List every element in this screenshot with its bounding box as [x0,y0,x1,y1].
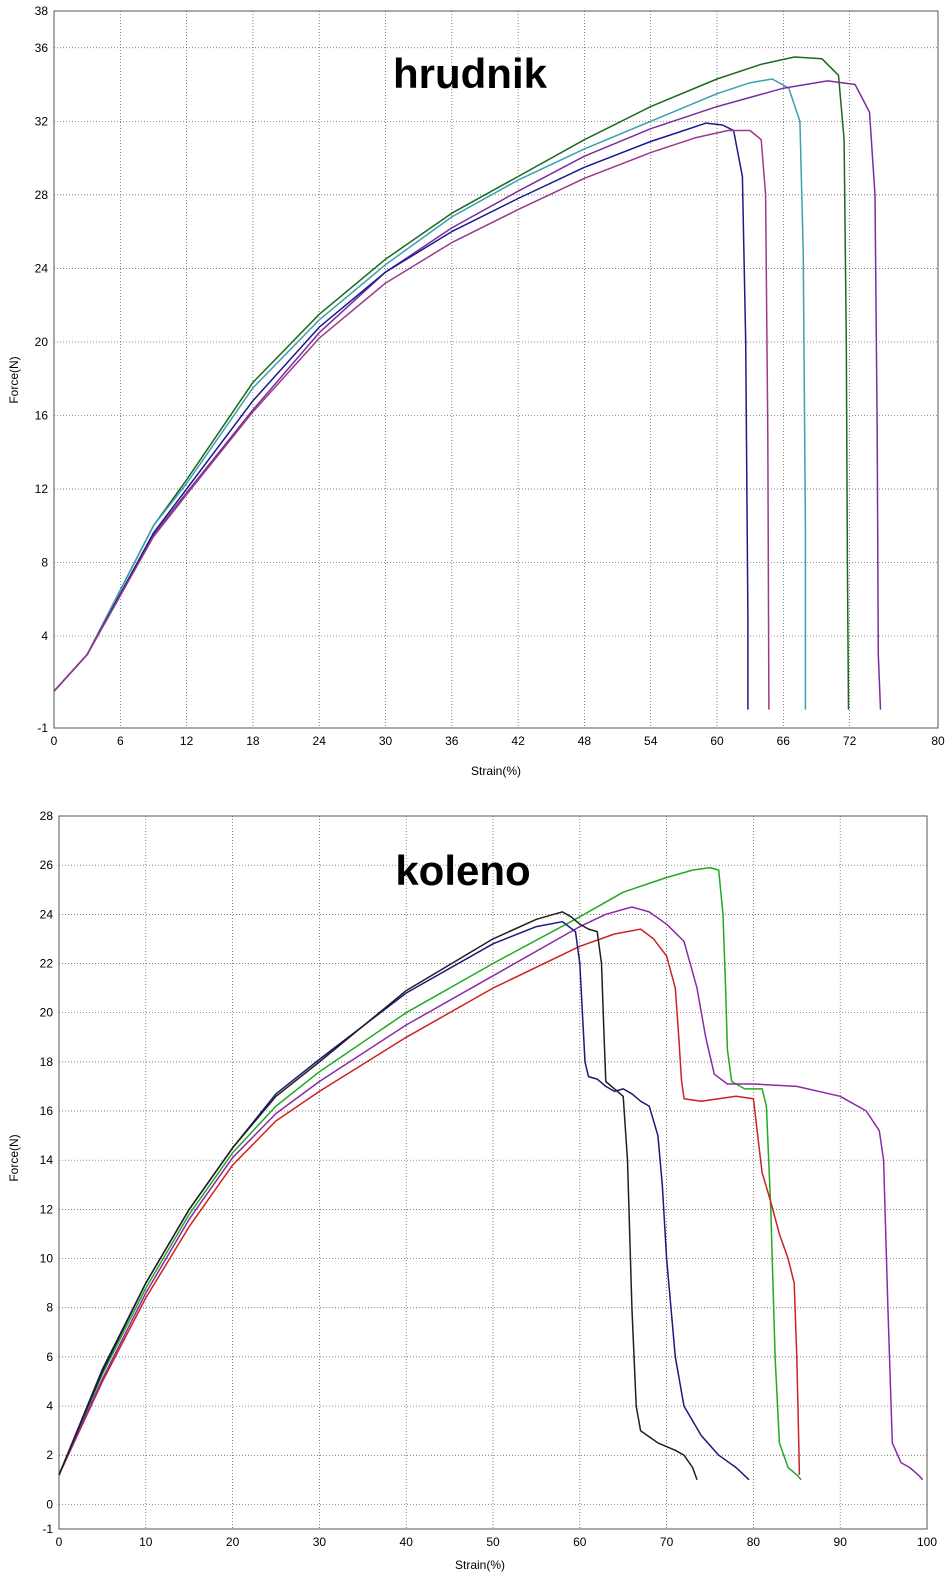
y-tick-label: 32 [35,114,49,128]
x-tick-label: 0 [51,734,58,748]
y-tick-label: 22 [40,957,54,971]
y-tick-label: 24 [40,907,54,921]
y-tick-label: 2 [46,1448,53,1462]
x-axis-label-hrudnik: Strain(%) [471,764,521,778]
x-tick-label: 30 [379,734,393,748]
chart-koleno: 0 10 20 30 40 50 60 70 80 90 100 -1024681012141618… [7,809,938,1572]
y-tick-label: 20 [35,335,49,349]
y-ticks-hrudnik: -1 4 8 12 16 20 24 28 32 36 38 [35,4,49,735]
y-tick-label: 12 [40,1202,54,1216]
x-tick-label: 6 [117,734,124,748]
y-tick-label: 14 [40,1153,54,1167]
x-tick-label: 50 [486,1535,500,1549]
x-tick-label: 80 [931,734,945,748]
series-line-koleno-5 [58,911,698,1481]
x-ticks-koleno: 0 10 20 30 40 50 60 70 80 90 100 [56,1535,938,1549]
x-tick-label: 60 [710,734,724,748]
x-tick-label: 48 [578,734,592,748]
x-tick-label: 54 [644,734,658,748]
x-tick-label: 42 [511,734,525,748]
y-tick-label: 18 [40,1055,54,1069]
x-tick-label: 70 [660,1535,674,1549]
y-tick-label: 26 [40,858,54,872]
chart-title-koleno: koleno [395,847,530,894]
y-axis-label-koleno: Force(N) [7,1134,21,1181]
series-group-hrudnik [53,56,882,710]
x-tick-label: 24 [313,734,327,748]
x-tick-label: 36 [445,734,459,748]
y-tick-label: 0 [46,1497,53,1511]
y-tick-label: 24 [35,261,49,275]
y-tick-label: -1 [37,721,48,735]
y-tick-label: 8 [46,1301,53,1315]
grid-hrudnik [54,11,938,728]
x-tick-label: 90 [834,1535,848,1549]
chart-hrudnik: 0 6 12 18 24 30 36 42 48 54 60 66 72 80 -148121620242… [7,4,945,778]
y-tick-label: 28 [40,809,54,823]
y-tick-label: 16 [40,1104,54,1118]
y-tick-label: 12 [35,482,49,496]
series-line-hrudnik-2 [53,78,807,710]
series-line-hrudnik-3 [53,80,882,710]
x-tick-label: 20 [226,1535,240,1549]
x-tick-label: 18 [246,734,260,748]
y-tick-label: 36 [35,41,49,55]
series-line-hrudnik-5 [53,129,770,710]
x-tick-label: 60 [573,1535,587,1549]
x-tick-label: 0 [56,1535,63,1549]
x-tick-label: 80 [747,1535,761,1549]
y-tick-label: 20 [40,1006,54,1020]
y-tick-label: 6 [46,1350,53,1364]
x-axis-label-koleno: Strain(%) [455,1558,505,1572]
y-tick-label: -1 [42,1522,53,1536]
y-tick-label: 8 [41,556,48,570]
x-tick-label: 66 [777,734,791,748]
x-tick-label: 40 [400,1535,414,1549]
y-tick-label: 38 [35,4,49,18]
chart-title-hrudnik: hrudnik [393,50,548,97]
plot-area-hrudnik [53,10,939,729]
series-line-koleno-2 [58,928,801,1476]
x-tick-label: 72 [843,734,857,748]
series-line-hrudnik-1 [53,56,850,710]
series-line-koleno-3 [58,906,924,1481]
x-tick-label: 10 [139,1535,153,1549]
grid-koleno [59,816,927,1529]
y-tick-label: 4 [46,1399,53,1413]
y-tick-label: 4 [41,629,48,643]
y-tick-label: 10 [40,1252,54,1266]
x-tick-label: 12 [180,734,194,748]
series-line-koleno-4 [58,920,750,1481]
y-axis-label-hrudnik: Force(N) [7,356,21,403]
series-line-hrudnik-4 [53,122,749,710]
series-group-koleno [58,866,924,1481]
y-tick-label: 16 [35,408,49,422]
y-tick-label: 28 [35,188,49,202]
series-line-koleno-1 [58,866,802,1481]
x-tick-label: 30 [313,1535,327,1549]
x-ticks-hrudnik: 0 6 12 18 24 30 36 42 48 54 60 66 72 80 [51,734,945,748]
x-tick-label: 100 [917,1535,937,1549]
